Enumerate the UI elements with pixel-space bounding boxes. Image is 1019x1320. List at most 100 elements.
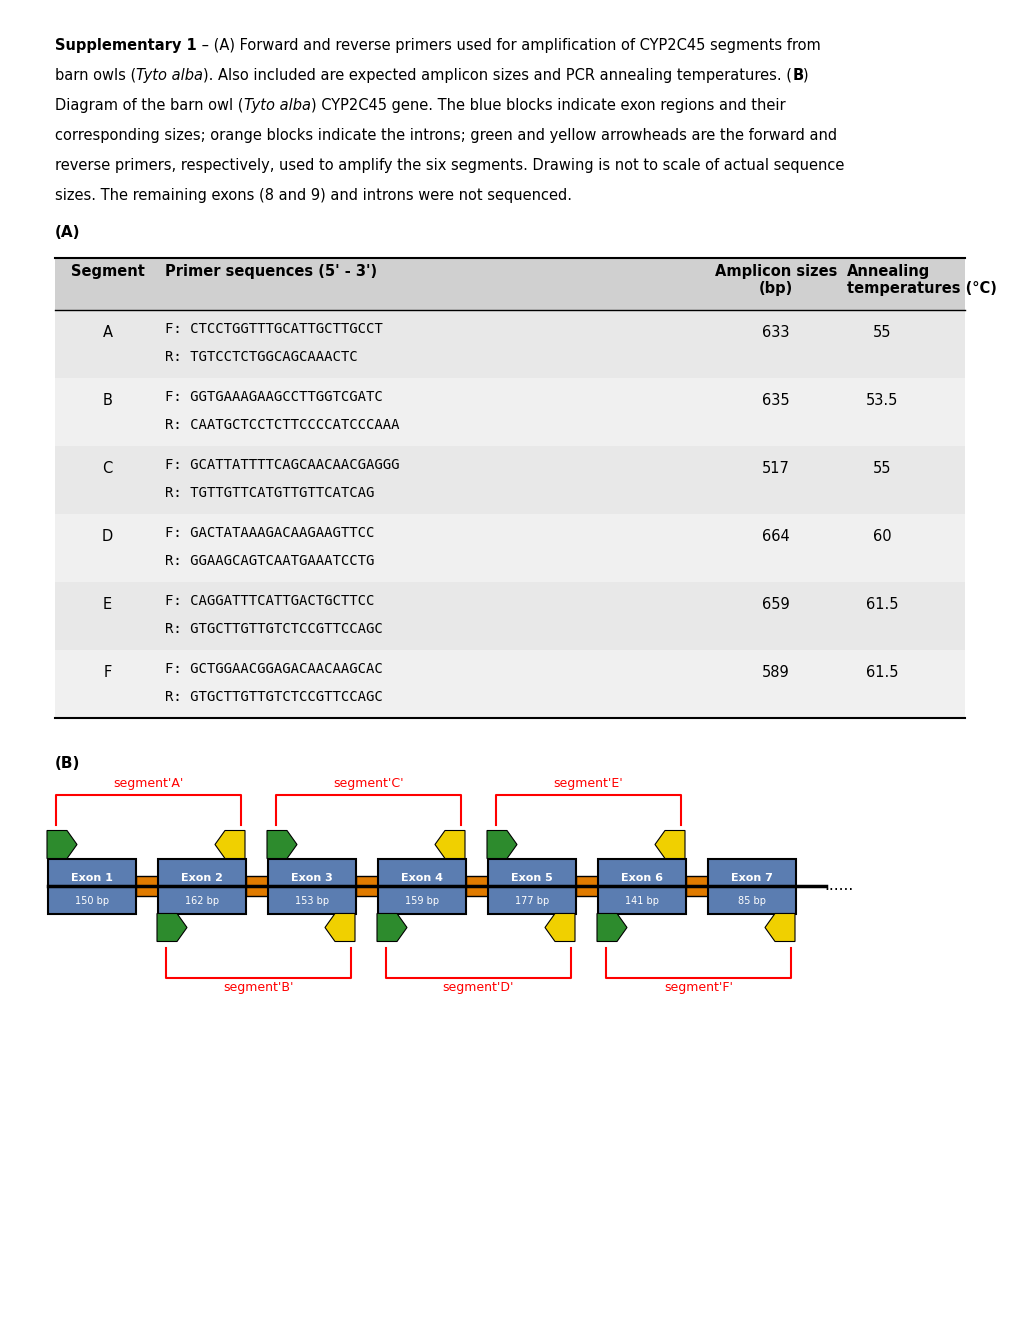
- Bar: [55, 310, 964, 378]
- Polygon shape: [377, 913, 407, 941]
- Text: 53.5: 53.5: [865, 393, 898, 408]
- Bar: [268, 858, 356, 913]
- Text: 55: 55: [872, 325, 891, 341]
- Text: 150 bp: 150 bp: [74, 896, 109, 906]
- Text: (A): (A): [55, 224, 81, 240]
- Text: ): ): [803, 69, 808, 83]
- Text: Tyto alba: Tyto alba: [137, 69, 203, 83]
- Polygon shape: [434, 830, 465, 858]
- Polygon shape: [596, 913, 627, 941]
- Text: A: A: [102, 325, 112, 341]
- Text: 589: 589: [761, 665, 789, 680]
- Bar: [55, 378, 964, 446]
- Text: Exon 2: Exon 2: [181, 873, 223, 883]
- Text: Amplicon sizes
(bp): Amplicon sizes (bp): [714, 264, 837, 297]
- Bar: [48, 858, 136, 913]
- Text: 177 bp: 177 bp: [515, 896, 548, 906]
- Text: ). Also included are expected amplicon sizes and PCR annealing temperatures. (: ). Also included are expected amplicon s…: [203, 69, 792, 83]
- Text: E: E: [103, 597, 112, 612]
- Text: corresponding sizes; orange blocks indicate the introns; green and yellow arrowh: corresponding sizes; orange blocks indic…: [55, 128, 837, 143]
- Bar: [597, 858, 686, 913]
- Text: segment'B': segment'B': [223, 982, 293, 994]
- Bar: [576, 876, 597, 896]
- Polygon shape: [325, 913, 355, 941]
- Text: 659: 659: [761, 597, 789, 612]
- Bar: [378, 858, 466, 913]
- Bar: [158, 858, 246, 913]
- Text: 60: 60: [872, 529, 891, 544]
- Text: 162 bp: 162 bp: [184, 896, 219, 906]
- Text: F: F: [103, 665, 111, 680]
- Text: R: GGAAGCAGTCAATGAAATCCTG: R: GGAAGCAGTCAATGAAATCCTG: [165, 554, 374, 568]
- Text: R: GTGCTTGTTGTCTCCGTTCCAGC: R: GTGCTTGTTGTCTCCGTTCCAGC: [165, 690, 382, 704]
- Text: Segment: Segment: [70, 264, 145, 279]
- Text: F: GCTGGAACGGAGACAACAAGCAC: F: GCTGGAACGGAGACAACAAGCAC: [165, 663, 382, 676]
- Bar: [55, 582, 964, 649]
- Text: B: B: [792, 69, 803, 83]
- Text: Exon 4: Exon 4: [400, 873, 442, 883]
- Text: ......: ......: [823, 879, 853, 894]
- Text: R: GTGCTTGTTGTCTCCGTTCCAGC: R: GTGCTTGTTGTCTCCGTTCCAGC: [165, 622, 382, 636]
- Text: Exon 1: Exon 1: [71, 873, 113, 883]
- Text: ) CYP2C45 gene. The blue blocks indicate exon regions and their: ) CYP2C45 gene. The blue blocks indicate…: [310, 98, 785, 114]
- Text: C: C: [102, 461, 112, 477]
- Text: Exon 7: Exon 7: [731, 873, 772, 883]
- Bar: [55, 513, 964, 582]
- Text: Primer sequences (5' - 3'): Primer sequences (5' - 3'): [165, 264, 377, 279]
- Text: 55: 55: [872, 461, 891, 477]
- Text: segment'E': segment'E': [553, 777, 623, 791]
- Text: segment'F': segment'F': [663, 982, 733, 994]
- Text: 635: 635: [761, 393, 789, 408]
- Bar: [136, 876, 158, 896]
- Text: Supplementary 1: Supplementary 1: [55, 38, 197, 53]
- Text: 85 bp: 85 bp: [738, 896, 765, 906]
- Text: F: CAGGATTTCATTGACTGCTTCC: F: CAGGATTTCATTGACTGCTTCC: [165, 594, 374, 609]
- Text: F: GGTGAAAGAAGCCTTGGTCGATC: F: GGTGAAAGAAGCCTTGGTCGATC: [165, 389, 382, 404]
- Bar: [707, 858, 795, 913]
- Polygon shape: [157, 913, 186, 941]
- Text: Annealing
temperatures (°C): Annealing temperatures (°C): [846, 264, 996, 297]
- Polygon shape: [764, 913, 794, 941]
- Text: 61.5: 61.5: [865, 597, 898, 612]
- Text: sizes. The remaining exons (8 and 9) and introns were not sequenced.: sizes. The remaining exons (8 and 9) and…: [55, 187, 572, 203]
- Polygon shape: [47, 830, 76, 858]
- Polygon shape: [215, 830, 245, 858]
- Text: Diagram of the barn owl (: Diagram of the barn owl (: [55, 98, 244, 114]
- Polygon shape: [544, 913, 575, 941]
- Bar: [55, 446, 964, 513]
- Text: Exon 5: Exon 5: [511, 873, 552, 883]
- Bar: [55, 257, 964, 310]
- Text: 153 bp: 153 bp: [294, 896, 329, 906]
- Text: R: CAATGCTCCTCTTCCCCATCCCAAA: R: CAATGCTCCTCTTCCCCATCCCAAA: [165, 418, 399, 432]
- Text: segment'C': segment'C': [333, 777, 404, 791]
- Text: 141 bp: 141 bp: [625, 896, 658, 906]
- Polygon shape: [654, 830, 685, 858]
- Text: B: B: [103, 393, 112, 408]
- Text: (B): (B): [55, 756, 81, 771]
- Bar: [246, 876, 268, 896]
- Text: barn owls (: barn owls (: [55, 69, 137, 83]
- Text: F: GACTATAAAGACAAGAAGTTCC: F: GACTATAAAGACAAGAAGTTCC: [165, 525, 374, 540]
- Text: Exon 3: Exon 3: [290, 873, 332, 883]
- Bar: [466, 876, 487, 896]
- Text: R: TGTCCTCTGGCAGCAAACTC: R: TGTCCTCTGGCAGCAAACTC: [165, 350, 358, 364]
- Bar: [356, 876, 378, 896]
- Text: Tyto alba: Tyto alba: [244, 98, 310, 114]
- Text: 61.5: 61.5: [865, 665, 898, 680]
- Bar: [686, 876, 707, 896]
- Text: Exon 6: Exon 6: [621, 873, 662, 883]
- Text: R: TGTTGTTCATGTTGTTCATCAG: R: TGTTGTTCATGTTGTTCATCAG: [165, 486, 374, 500]
- Bar: [55, 649, 964, 718]
- Text: 664: 664: [761, 529, 789, 544]
- Text: F: GCATTATTTTCAGCAACAACGAGGG: F: GCATTATTTTCAGCAACAACGAGGG: [165, 458, 399, 473]
- Text: – (A) Forward and reverse primers used for amplification of CYP2C45 segments fro: – (A) Forward and reverse primers used f…: [197, 38, 819, 53]
- Text: segment'D': segment'D': [442, 982, 514, 994]
- Polygon shape: [267, 830, 297, 858]
- Text: segment'A': segment'A': [113, 777, 183, 791]
- Text: 633: 633: [761, 325, 789, 341]
- Polygon shape: [486, 830, 517, 858]
- Text: F: CTCCTGGTTTGCATTGCTTGCCT: F: CTCCTGGTTTGCATTGCTTGCCT: [165, 322, 382, 337]
- Text: 159 bp: 159 bp: [405, 896, 438, 906]
- Text: 517: 517: [761, 461, 789, 477]
- Bar: [487, 858, 576, 913]
